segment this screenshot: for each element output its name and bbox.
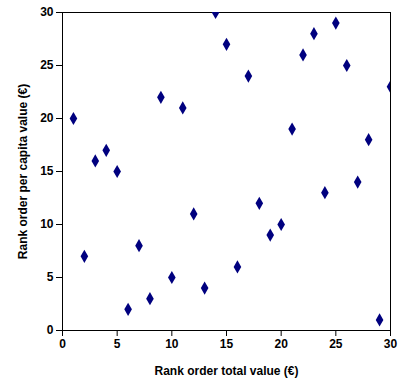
- svg-text:0: 0: [47, 323, 54, 337]
- svg-text:5: 5: [114, 337, 121, 351]
- svg-text:20: 20: [274, 337, 288, 351]
- svg-text:20: 20: [40, 111, 54, 125]
- svg-text:Rank order per capita value (€: Rank order per capita value (€): [16, 84, 30, 259]
- svg-text:10: 10: [165, 337, 179, 351]
- svg-text:25: 25: [329, 337, 343, 351]
- svg-text:Rank order total value (€): Rank order total value (€): [154, 364, 298, 378]
- svg-text:30: 30: [384, 337, 398, 351]
- svg-text:30: 30: [40, 5, 54, 19]
- svg-text:15: 15: [40, 164, 54, 178]
- svg-text:10: 10: [40, 217, 54, 231]
- svg-text:25: 25: [40, 58, 54, 72]
- svg-text:15: 15: [220, 337, 234, 351]
- svg-text:5: 5: [47, 270, 54, 284]
- svg-text:0: 0: [59, 337, 66, 351]
